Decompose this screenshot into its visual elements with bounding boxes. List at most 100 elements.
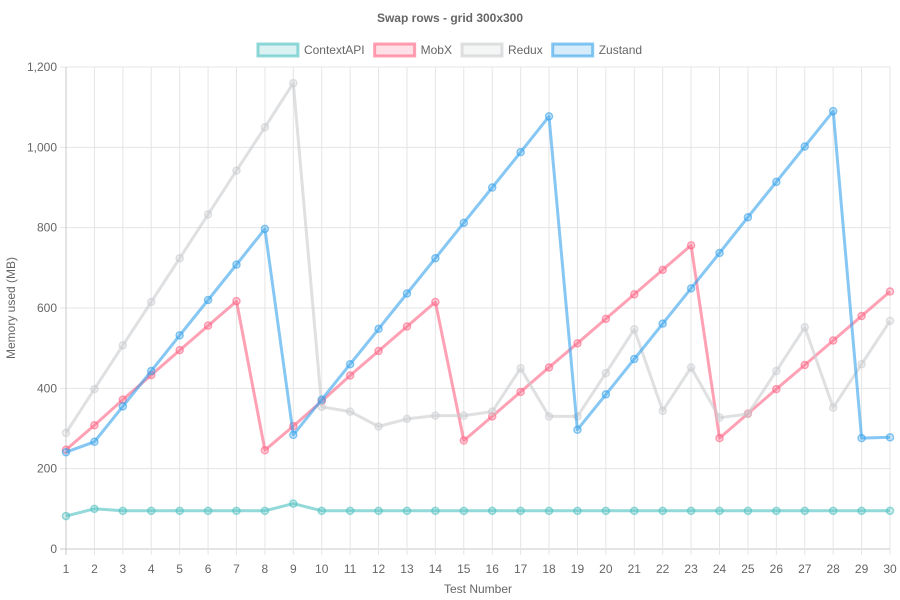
- data-point[interactable]: [90, 504, 99, 514]
- data-point[interactable]: [61, 428, 71, 438]
- data-point[interactable]: [686, 284, 696, 293]
- data-point[interactable]: [374, 324, 383, 334]
- data-point[interactable]: [715, 433, 724, 443]
- data-point[interactable]: [90, 421, 99, 430]
- data-point[interactable]: [686, 241, 696, 250]
- data-point[interactable]: [885, 506, 895, 516]
- data-point[interactable]: [203, 210, 213, 219]
- data-point[interactable]: [630, 354, 639, 364]
- data-point[interactable]: [885, 433, 895, 442]
- data-point[interactable]: [431, 297, 440, 307]
- data-point[interactable]: [630, 325, 639, 334]
- data-point[interactable]: [658, 319, 667, 328]
- data-point[interactable]: [146, 297, 156, 307]
- data-point[interactable]: [203, 506, 213, 516]
- data-point[interactable]: [686, 506, 696, 516]
- data-point[interactable]: [715, 248, 724, 258]
- data-point[interactable]: [317, 506, 326, 516]
- data-point[interactable]: [146, 366, 156, 376]
- data-point[interactable]: [175, 331, 184, 340]
- data-point[interactable]: [431, 506, 440, 516]
- data-point[interactable]: [203, 321, 213, 330]
- data-point[interactable]: [459, 436, 469, 445]
- data-point[interactable]: [601, 314, 611, 324]
- data-point[interactable]: [516, 364, 525, 373]
- data-point[interactable]: [630, 290, 639, 299]
- data-point[interactable]: [431, 253, 440, 263]
- data-point[interactable]: [232, 166, 241, 175]
- data-point[interactable]: [658, 506, 667, 516]
- data-point[interactable]: [118, 506, 128, 516]
- data-point[interactable]: [544, 363, 554, 372]
- data-point[interactable]: [857, 433, 866, 443]
- data-point[interactable]: [800, 360, 810, 370]
- data-point[interactable]: [289, 78, 298, 88]
- data-point[interactable]: [516, 506, 525, 516]
- data-point[interactable]: [203, 295, 213, 305]
- data-point[interactable]: [487, 407, 497, 416]
- data-point[interactable]: [715, 506, 724, 516]
- data-point[interactable]: [857, 311, 866, 321]
- data-point[interactable]: [800, 142, 810, 151]
- data-point[interactable]: [260, 445, 270, 455]
- data-point[interactable]: [487, 506, 497, 516]
- data-point[interactable]: [118, 341, 128, 350]
- data-point[interactable]: [630, 506, 639, 516]
- data-point[interactable]: [459, 506, 469, 516]
- data-point[interactable]: [715, 413, 724, 422]
- data-point[interactable]: [658, 265, 667, 275]
- data-point[interactable]: [289, 430, 298, 440]
- data-point[interactable]: [573, 339, 582, 348]
- data-point[interactable]: [601, 368, 611, 378]
- data-point[interactable]: [146, 506, 156, 516]
- data-point[interactable]: [487, 183, 497, 192]
- data-point[interactable]: [544, 112, 554, 121]
- data-point[interactable]: [61, 447, 71, 457]
- data-point[interactable]: [544, 412, 554, 421]
- data-point[interactable]: [175, 345, 184, 355]
- data-point[interactable]: [431, 411, 440, 420]
- data-point[interactable]: [459, 218, 469, 228]
- data-point[interactable]: [772, 366, 781, 376]
- data-point[interactable]: [828, 506, 838, 516]
- legend-item-contextapi[interactable]: ContextAPI: [256, 42, 365, 58]
- data-point[interactable]: [601, 390, 611, 399]
- data-point[interactable]: [260, 224, 270, 234]
- data-point[interactable]: [544, 506, 554, 516]
- legend-item-redux[interactable]: Redux: [460, 42, 543, 58]
- data-point[interactable]: [118, 402, 128, 411]
- data-point[interactable]: [885, 316, 895, 326]
- data-point[interactable]: [743, 409, 753, 419]
- data-point[interactable]: [289, 499, 298, 508]
- data-point[interactable]: [800, 323, 810, 332]
- data-point[interactable]: [828, 403, 838, 412]
- data-point[interactable]: [374, 346, 383, 356]
- data-point[interactable]: [459, 411, 469, 420]
- data-point[interactable]: [345, 359, 355, 369]
- data-point[interactable]: [857, 359, 866, 369]
- data-point[interactable]: [175, 253, 184, 263]
- data-point[interactable]: [260, 506, 270, 516]
- data-point[interactable]: [374, 422, 383, 431]
- data-point[interactable]: [175, 506, 184, 516]
- data-point[interactable]: [402, 506, 412, 516]
- data-point[interactable]: [743, 506, 753, 516]
- legend-item-mobx[interactable]: MobX: [373, 42, 452, 58]
- data-point[interactable]: [772, 506, 781, 516]
- legend-item-zustand[interactable]: Zustand: [551, 42, 642, 58]
- data-point[interactable]: [260, 123, 270, 132]
- data-point[interactable]: [516, 387, 525, 397]
- data-point[interactable]: [232, 296, 241, 306]
- data-point[interactable]: [402, 289, 412, 298]
- data-point[interactable]: [601, 506, 611, 516]
- data-point[interactable]: [857, 506, 866, 516]
- data-point[interactable]: [61, 511, 71, 521]
- data-point[interactable]: [402, 414, 412, 424]
- data-point[interactable]: [885, 287, 895, 296]
- data-point[interactable]: [374, 506, 383, 516]
- data-point[interactable]: [686, 363, 696, 372]
- data-point[interactable]: [828, 336, 838, 345]
- data-point[interactable]: [772, 384, 781, 394]
- data-point[interactable]: [402, 322, 412, 331]
- data-point[interactable]: [828, 106, 838, 116]
